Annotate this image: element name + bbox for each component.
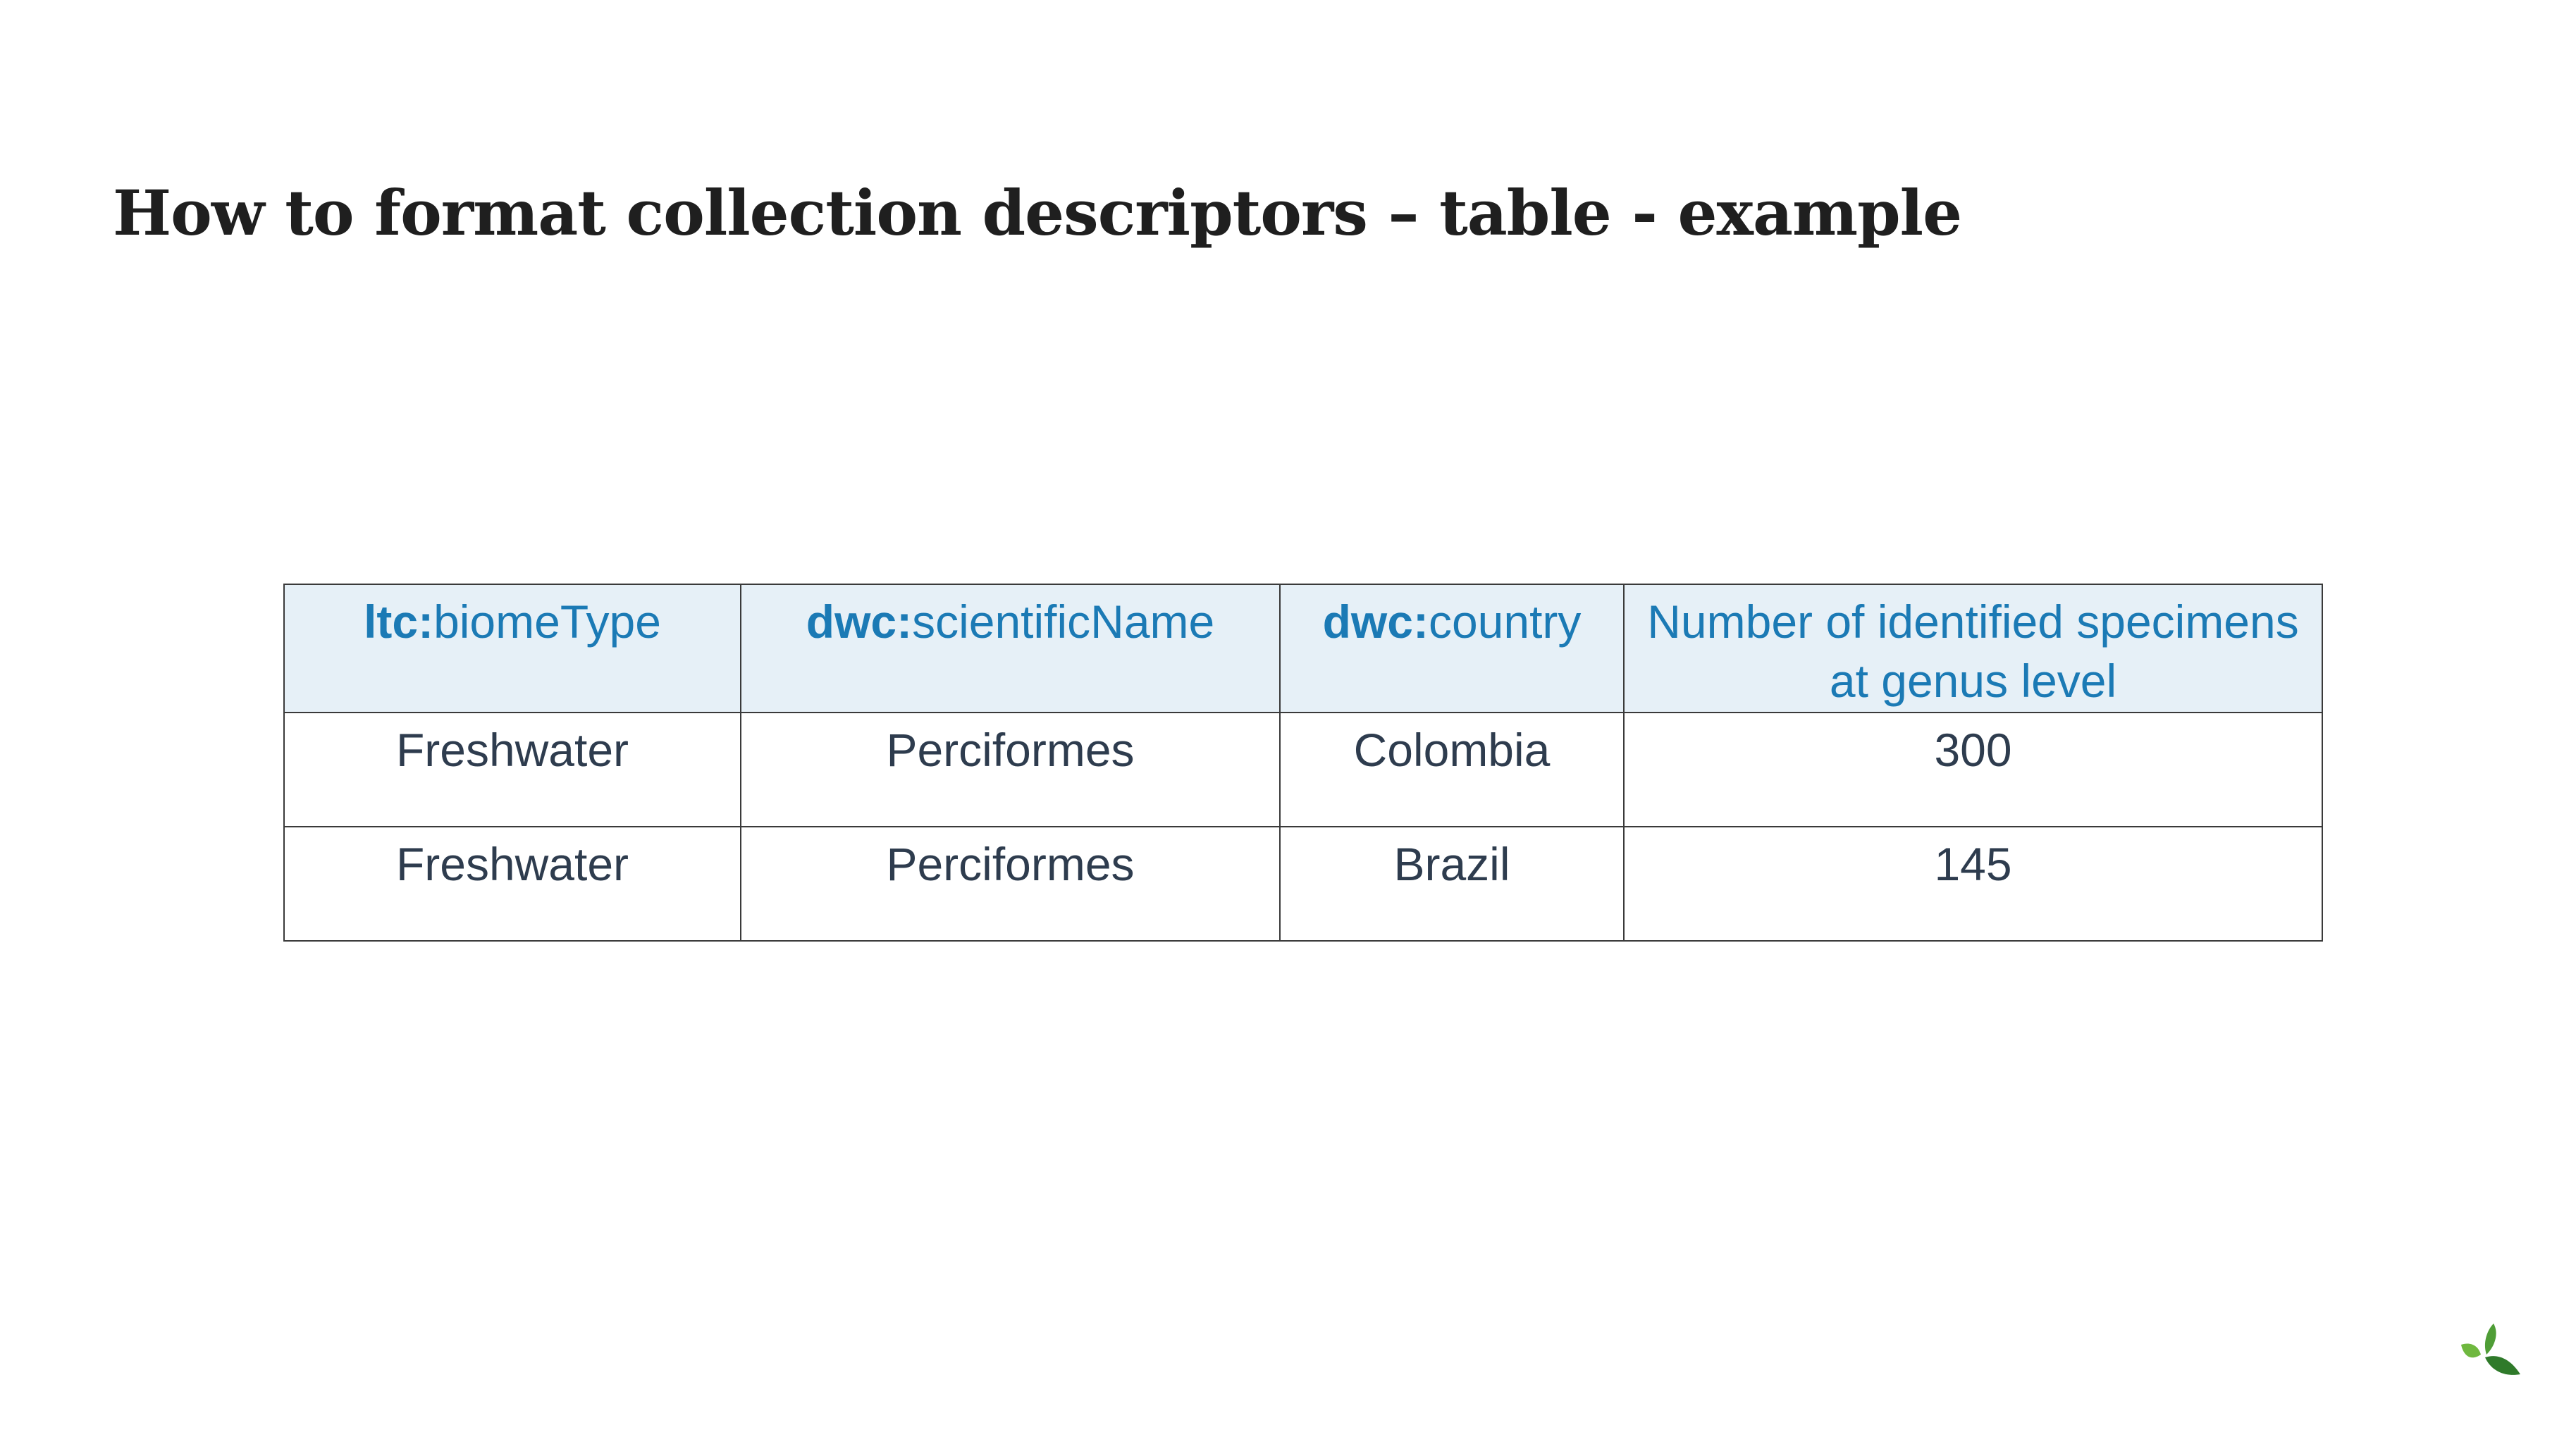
header-term: Number of identified specimens at genus … <box>1647 596 2299 707</box>
cell-country: Brazil <box>1279 826 1625 942</box>
leaf-right-blade <box>2485 1356 2520 1375</box>
header-term: biomeType <box>433 596 661 648</box>
table-row: Freshwater Perciformes Colombia 300 <box>283 712 2323 827</box>
cell-biome-type: Freshwater <box>283 826 741 942</box>
cell-specimen-count: 145 <box>1623 826 2323 942</box>
header-term: country <box>1428 596 1582 648</box>
header-country: dwc:country <box>1279 584 1625 713</box>
header-biome-type: ltc:biomeType <box>283 584 741 713</box>
header-prefix: dwc: <box>1322 596 1429 648</box>
header-scientific-name: dwc:scientificName <box>740 584 1281 713</box>
header-term: scientificName <box>912 596 1215 648</box>
descriptor-table: ltc:biomeType dwc:scientificName dwc:cou… <box>283 584 2323 942</box>
header-prefix: ltc: <box>364 596 434 648</box>
cell-scientific-name: Perciformes <box>740 712 1281 827</box>
header-prefix: dwc: <box>806 596 913 648</box>
table-header-row: ltc:biomeType dwc:scientificName dwc:cou… <box>283 584 2323 713</box>
cell-scientific-name: Perciformes <box>740 826 1281 942</box>
leaf-icon <box>2461 1324 2520 1375</box>
cell-biome-type: Freshwater <box>283 712 741 827</box>
leaf-top-blade <box>2484 1324 2496 1355</box>
cell-country: Colombia <box>1279 712 1625 827</box>
table-row: Freshwater Perciformes Brazil 145 <box>283 826 2323 942</box>
slide-title: How to format collection descriptors – t… <box>113 176 1962 249</box>
header-specimen-count: Number of identified specimens at genus … <box>1623 584 2323 713</box>
leaf-left-blade <box>2461 1343 2481 1358</box>
cell-specimen-count: 300 <box>1623 712 2323 827</box>
